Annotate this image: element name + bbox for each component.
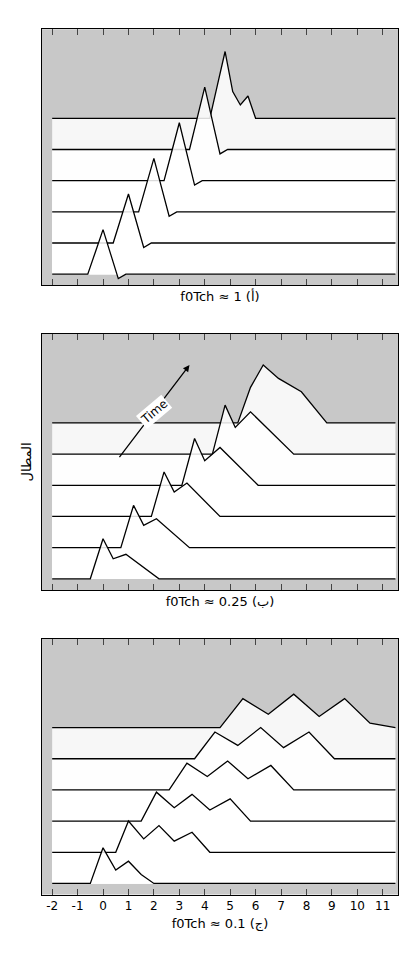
svg-text:8: 8 [303,899,311,913]
svg-text:3: 3 [175,899,183,913]
svg-text:f0Tch ≈ 0.1 (ج): f0Tch ≈ 0.1 (ج) [172,916,269,932]
svg-text:المطال: المطال [19,442,34,481]
svg-text:5: 5 [226,899,234,913]
svg-text:f0Tch ≈ 0.25 (ب): f0Tch ≈ 0.25 (ب) [166,594,275,609]
svg-text:11: 11 [375,899,390,913]
svg-text:7: 7 [277,899,285,913]
svg-text:4: 4 [201,899,209,913]
svg-text:2: 2 [150,899,158,913]
svg-text:1: 1 [125,899,133,913]
svg-text:Time: Time [138,397,170,427]
svg-text:10: 10 [350,899,365,913]
svg-text:-2: -2 [46,899,58,913]
svg-text:9: 9 [328,899,336,913]
svg-text:f0Tch ≈ 1 (أ): f0Tch ≈ 1 (أ) [180,288,259,304]
svg-text:0: 0 [99,899,107,913]
svg-text:6: 6 [252,899,260,913]
svg-text:-1: -1 [72,899,84,913]
